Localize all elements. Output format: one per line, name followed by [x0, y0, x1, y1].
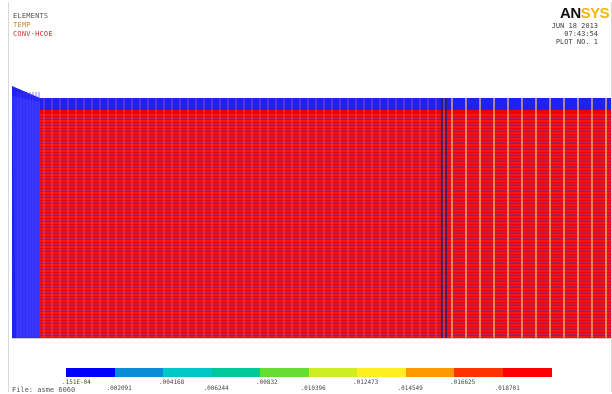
legend-color-swatch [114, 368, 164, 377]
legend-color-swatch [502, 368, 552, 377]
legend-color-swatch [211, 368, 261, 377]
legend-value-label: .016625 [450, 379, 476, 386]
legend-value-label: .151E-04 [62, 379, 91, 386]
plot-date: JUN 18 2013 [551, 22, 598, 30]
legend-value-label: .002091 [106, 385, 132, 392]
legend-color-swatch [357, 368, 406, 377]
legend-value-label: .010396 [300, 385, 326, 392]
plot-number: PLOT NO. 1 [555, 38, 598, 46]
legend-value-label: .018701 [494, 385, 520, 392]
ansys-logo: ANSYS [560, 5, 610, 22]
plot-time: 07:43:54 [564, 30, 598, 38]
label-conv-hcoe: CONV-HCOE [13, 30, 53, 38]
legend-value-label: .012473 [353, 379, 379, 386]
legend-value-label: .006244 [203, 385, 229, 392]
legend-color-swatch [260, 368, 309, 377]
legend-color-swatch [454, 368, 503, 377]
legend-color-swatch [308, 368, 358, 377]
label-elements: ELEMENTS [13, 12, 49, 20]
legend-value-label: .00832 [256, 379, 278, 386]
logo-sys: SYS [580, 5, 610, 22]
mesh-body [40, 98, 611, 338]
label-temp: TEMP [13, 21, 31, 29]
legend-color-swatch [163, 368, 212, 377]
legend-color-swatch [405, 368, 455, 377]
legend-color-swatch [66, 368, 115, 377]
file-name: File: asme 6060 [12, 386, 76, 394]
mesh-top-strip [40, 98, 611, 110]
legend-value-label: .004168 [159, 379, 185, 386]
legend-value-label: .014549 [397, 385, 423, 392]
logo-an: AN [560, 5, 581, 22]
